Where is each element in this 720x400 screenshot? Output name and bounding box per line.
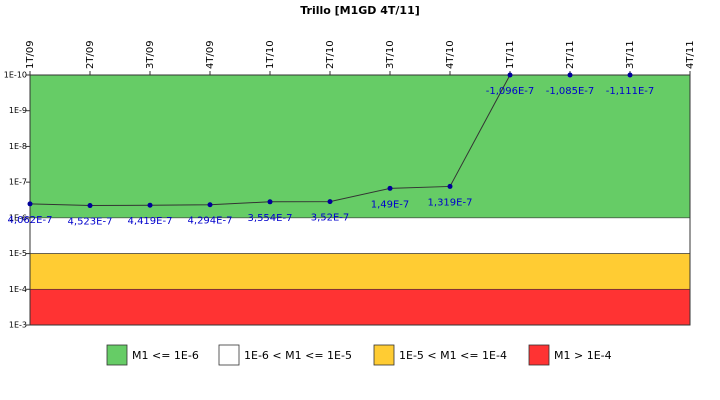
- data-label: 4,523E-7: [68, 217, 113, 228]
- data-label: -1,111E-7: [606, 86, 655, 97]
- x-tick-label: 4T/10: [445, 40, 456, 69]
- data-point: [627, 72, 633, 78]
- data-label: 1,319E-7: [428, 197, 473, 208]
- data-point: [87, 203, 93, 209]
- legend-label: 1E-5 < M1 <= 1E-4: [399, 349, 507, 362]
- band: [29, 288, 691, 326]
- data-label: 4,062E-7: [8, 215, 53, 226]
- data-label: 4,294E-7: [188, 216, 233, 227]
- plot-frame: [29, 74, 691, 326]
- y-tick-label: 1E-8: [9, 142, 27, 151]
- data-point: [507, 72, 513, 78]
- legend-label: M1 <= 1E-6: [132, 349, 199, 362]
- data-point: [207, 202, 213, 208]
- x-tick-label: 1T/10: [265, 40, 276, 69]
- band: [29, 253, 691, 290]
- data-label: 3,52E-7: [311, 213, 350, 224]
- data-label: 4,419E-7: [128, 216, 173, 227]
- x-tick-label: 2T/09: [85, 40, 96, 69]
- data-point: [387, 185, 393, 191]
- data-point: [267, 199, 273, 205]
- data-point: [327, 199, 333, 205]
- data-label: 1,49E-7: [371, 199, 410, 210]
- data-label: -1,096E-7: [486, 86, 535, 97]
- y-tick-label: 1E-5: [9, 249, 27, 258]
- band: [29, 74, 691, 219]
- band: [29, 217, 691, 254]
- legend-label: M1 > 1E-4: [554, 349, 612, 362]
- x-tick-label: 3T/10: [385, 40, 396, 69]
- x-tick-label: 3T/11: [625, 40, 636, 69]
- y-tick-label: 1E-7: [9, 178, 27, 187]
- legend-swatch: [373, 344, 395, 366]
- data-point: [27, 201, 33, 207]
- x-tick-label: 2T/10: [325, 40, 336, 69]
- data-point: [447, 183, 453, 189]
- data-label: 3,554E-7: [248, 213, 293, 224]
- chart-title: Trillo [M1GD 4T/11]: [300, 4, 420, 17]
- x-tick-label: 4T/11: [685, 40, 696, 69]
- y-tick-label: 1E-10: [4, 71, 27, 80]
- y-tick-label: 1E-9: [9, 106, 27, 115]
- y-tick-label: 1E-6: [9, 213, 27, 222]
- data-label: -1,085E-7: [546, 86, 595, 97]
- legend-swatch: [106, 344, 128, 366]
- legend-label: 1E-6 < M1 <= 1E-5: [244, 349, 352, 362]
- legend-swatch: [528, 344, 550, 366]
- x-tick-label: 4T/09: [205, 40, 216, 69]
- data-point: [147, 202, 153, 208]
- x-tick-label: 1T/09: [25, 40, 36, 69]
- x-tick-label: 2T/11: [565, 40, 576, 69]
- data-point: [567, 72, 573, 78]
- legend-swatch: [218, 344, 240, 366]
- x-tick-label: 3T/09: [145, 40, 156, 69]
- y-tick-label: 1E-4: [9, 285, 27, 294]
- y-tick-label: 1E-3: [9, 321, 27, 330]
- x-tick-label: 1T/11: [505, 40, 516, 69]
